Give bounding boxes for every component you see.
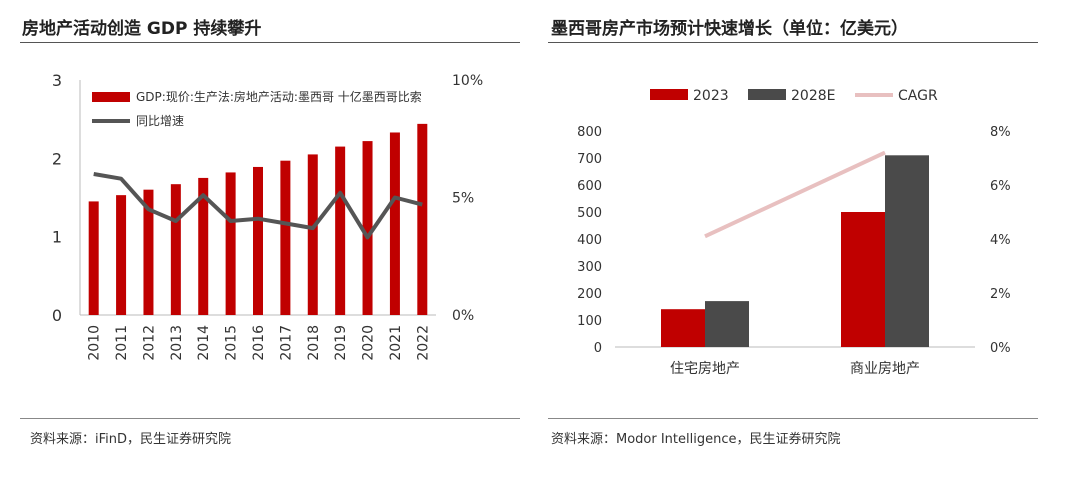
left-source-note: 资料来源：iFinD，民生证券研究院 [30, 432, 232, 447]
left-legend-line-label: 同比增速 [136, 114, 184, 128]
left-x-tick-label: 2017 [278, 325, 294, 361]
right-bar-2023 [841, 212, 885, 347]
right-source-rule [548, 418, 1038, 419]
right-y-tick-label: 600 [577, 179, 602, 194]
left-y2-tick-label: 0% [452, 308, 474, 324]
left-x-tick-label: 2014 [196, 325, 212, 361]
right-bar-2023 [661, 309, 705, 347]
left-bar [88, 201, 99, 315]
left-growth-line [93, 172, 423, 240]
left-y2-tick-label: 5% [452, 191, 474, 207]
left-y-tick-label: 1 [52, 228, 62, 247]
right-x-tick-label: 商业房地产 [850, 361, 920, 377]
right-y-tick-label: 700 [577, 152, 602, 167]
left-x-tick-label: 2011 [114, 325, 130, 361]
right-y-tick-label: 0 [594, 341, 602, 356]
right-cagr-line [704, 150, 886, 239]
left-y-tick-label: 2 [52, 149, 62, 168]
right-chart-title: 墨西哥房产市场预计快速增长（单位：亿美元） [551, 19, 908, 39]
right-y-tick-label: 800 [577, 125, 602, 140]
left-bar [389, 132, 400, 315]
left-x-tick-label: 2021 [388, 325, 404, 361]
left-bar [417, 123, 428, 315]
left-bar [225, 172, 236, 315]
right-y2-tick-label: 0% [990, 341, 1011, 356]
left-bar [253, 166, 263, 315]
right-legend-2028e-swatch [748, 89, 786, 100]
right-legend-cagr-label: CAGR [898, 88, 938, 104]
left-bar [307, 154, 318, 315]
left-x-tick-label: 2022 [415, 325, 431, 361]
left-bar [198, 177, 209, 315]
left-x-tick-label: 2016 [251, 325, 267, 361]
right-title-rule [548, 42, 1038, 43]
right-y-tick-label: 100 [577, 314, 602, 329]
right-y2-tick-label: 8% [990, 125, 1011, 140]
left-bar [143, 189, 154, 315]
left-y2-tick-label: 10% [452, 73, 483, 89]
left-x-tick-label: 2019 [333, 325, 349, 361]
right-bar-2028e [705, 301, 749, 347]
right-legend-2023-label: 2023 [693, 88, 729, 104]
left-x-tick-label: 2013 [169, 325, 185, 361]
left-source-rule [20, 418, 520, 419]
right-y-tick-label: 500 [577, 206, 602, 221]
left-x-tick-label: 2020 [361, 325, 377, 361]
right-bar-2028e [885, 155, 929, 347]
right-source-note: 资料来源：Modor Intelligence，民生证券研究院 [551, 432, 841, 447]
left-y-tick-label: 3 [52, 71, 62, 90]
left-bar [335, 146, 346, 315]
right-y-tick-label: 300 [577, 260, 602, 275]
left-bar [116, 195, 127, 315]
left-bar [280, 160, 291, 315]
right-legend-2023-swatch [650, 89, 688, 100]
left-x-tick-label: 2015 [224, 325, 240, 361]
right-legend-2028e-label: 2028E [791, 88, 835, 104]
left-title-rule [20, 42, 520, 43]
left-x-tick-label: 2010 [87, 325, 103, 361]
left-bar [362, 141, 373, 315]
right-y-tick-label: 400 [577, 233, 602, 248]
right-y2-tick-label: 4% [990, 233, 1011, 248]
left-x-tick-label: 2012 [141, 325, 157, 361]
left-legend-bar-swatch [92, 92, 130, 102]
left-legend-bar-label: GDP:现价:生产法:房地产活动:墨西哥 十亿墨西哥比索 [136, 89, 422, 104]
left-bar [170, 184, 181, 315]
right-y2-tick-label: 6% [990, 179, 1011, 194]
left-y-tick-label: 0 [52, 306, 62, 325]
left-chart-title: 房地产活动创造 GDP 持续攀升 [22, 19, 262, 39]
right-y-tick-label: 200 [577, 287, 602, 302]
left-x-tick-label: 2018 [306, 325, 322, 361]
right-y2-tick-label: 2% [990, 287, 1011, 302]
right-x-tick-label: 住宅房地产 [670, 361, 740, 377]
